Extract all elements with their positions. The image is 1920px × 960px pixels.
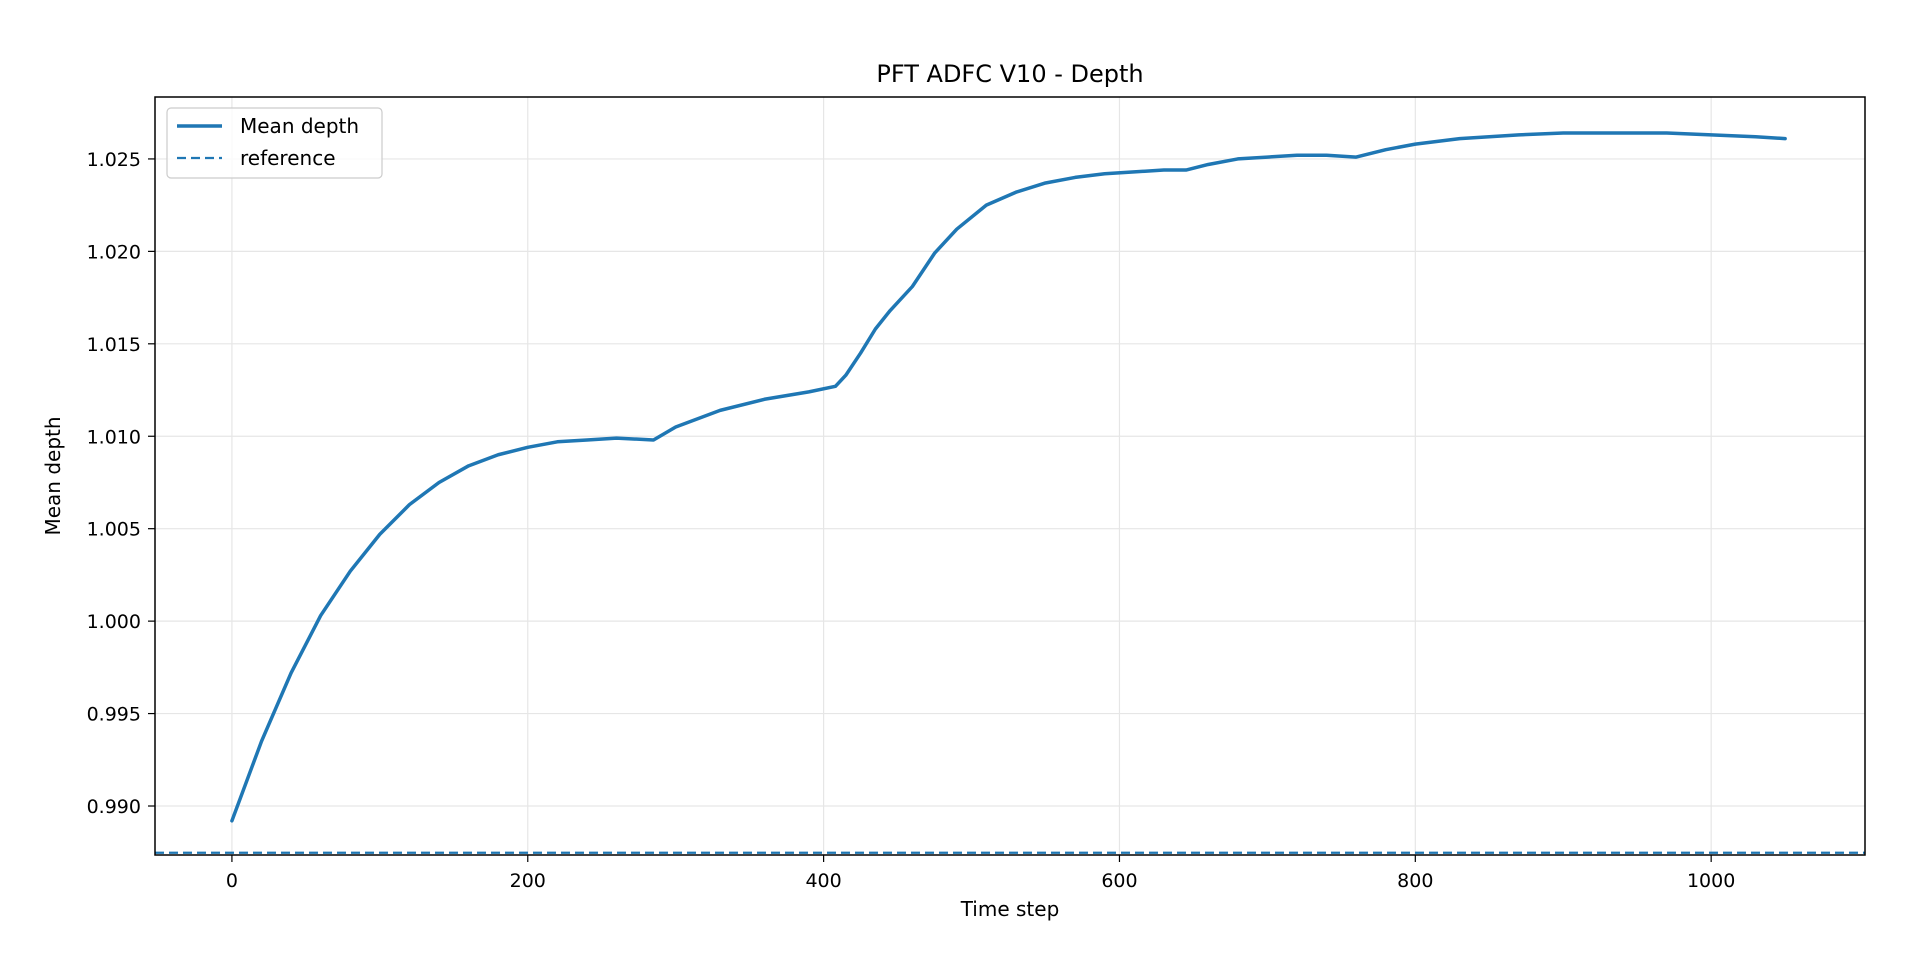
legend-label-mean-depth: Mean depth [240, 114, 359, 138]
x-axis-label: Time step [960, 897, 1060, 921]
x-tick-label: 800 [1397, 870, 1433, 892]
x-tick-label: 600 [1101, 870, 1137, 892]
y-tick-label: 1.005 [87, 519, 141, 541]
x-tick-label: 200 [510, 870, 546, 892]
y-axis-label: Mean depth [41, 416, 65, 535]
series-layer [155, 131, 1865, 854]
y-tick-label: 1.025 [87, 149, 141, 171]
grid-layer [155, 97, 1865, 855]
y-tick-label: 0.995 [87, 704, 141, 726]
legend: Mean depth reference [166, 107, 383, 179]
x-tick-label: 1000 [1687, 870, 1735, 892]
y-tick-label: 1.020 [87, 241, 141, 263]
y-tick-label: 1.010 [87, 426, 141, 448]
tick-layer: 0 200 400 600 800 1000 0.990 0.995 1.000 1.005 1.0… [87, 149, 1736, 892]
series-line-mean-depth [230, 131, 1787, 823]
chart-title: PFT ADFC V10 - Depth [876, 60, 1143, 88]
y-tick-label: 0.990 [87, 796, 141, 818]
plot-frame [154, 96, 1866, 856]
x-tick-label: 400 [805, 870, 841, 892]
x-tick-label: 0 [226, 870, 238, 892]
y-tick-label: 1.000 [87, 611, 141, 633]
y-tick-label: 1.015 [87, 334, 141, 356]
legend-label-reference: reference [240, 146, 336, 170]
